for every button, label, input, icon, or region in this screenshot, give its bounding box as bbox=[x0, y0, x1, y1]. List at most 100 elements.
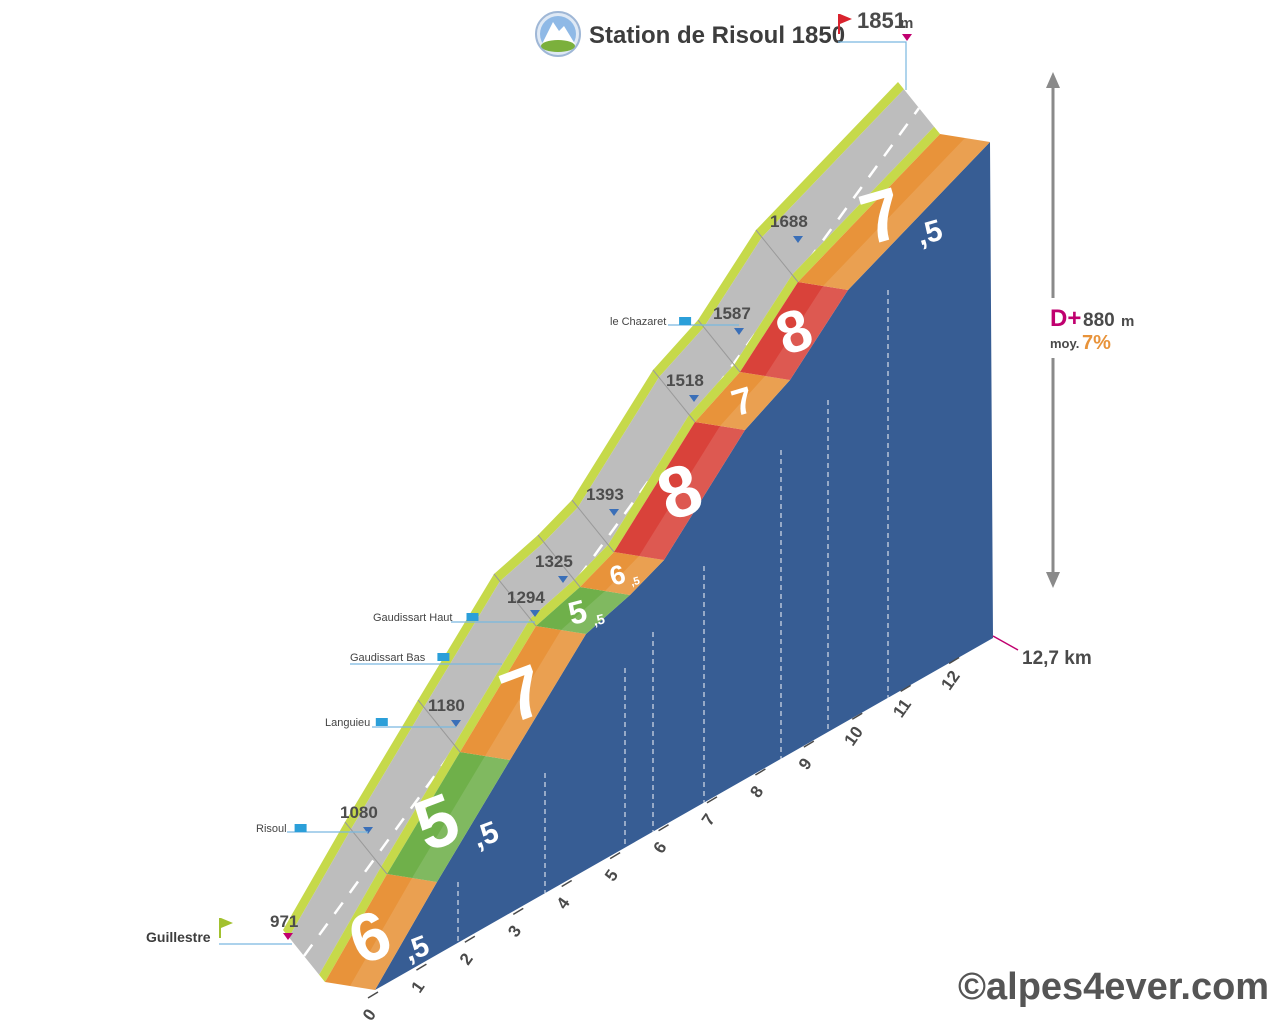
axis-tick bbox=[561, 879, 573, 888]
dplus-unit: m bbox=[1121, 313, 1134, 330]
start-elevation: 971 bbox=[270, 912, 298, 931]
waypoint-elevation: 1294 bbox=[507, 588, 545, 607]
gradient-segment bbox=[798, 134, 990, 290]
waypoint-marker-icon bbox=[689, 395, 699, 402]
start-flag-icon bbox=[219, 918, 233, 938]
dplus-value: 880 bbox=[1083, 310, 1115, 331]
waypoint-name: Languieu bbox=[325, 717, 370, 729]
summit-name: Station de Risoul 1850 bbox=[589, 22, 845, 49]
gradient-segment-shade bbox=[639, 426, 745, 560]
waypoint-name: Gaudissart Haut bbox=[373, 612, 452, 624]
gradient-segment bbox=[536, 587, 630, 634]
road-segment-seams bbox=[344, 229, 799, 875]
road-seam bbox=[493, 573, 537, 627]
waypoint-elevation: 1688 bbox=[770, 212, 808, 231]
waypoint-marker-icon bbox=[530, 610, 540, 617]
waypoint-marker-icon bbox=[734, 328, 744, 335]
axis-tick bbox=[706, 796, 718, 804]
axis-tick bbox=[464, 935, 476, 943]
gain-arrow-up-icon bbox=[1046, 72, 1060, 88]
road-seam bbox=[697, 319, 741, 373]
start-marker: Guillestre 971 bbox=[146, 912, 298, 945]
village-icon bbox=[437, 653, 450, 661]
axis-tick-label: 5 bbox=[601, 866, 622, 885]
axis-tick bbox=[512, 907, 524, 916]
gradient-segment bbox=[387, 752, 510, 882]
axis-tick bbox=[658, 824, 669, 832]
gradient-label-decimal: ,5 bbox=[591, 610, 607, 628]
road-seam bbox=[417, 699, 461, 753]
axis-tick bbox=[803, 740, 815, 748]
avg-label: moy. bbox=[1050, 336, 1079, 351]
summit-header: Station de Risoul 1850 1851 m bbox=[535, 8, 913, 90]
road-seam bbox=[571, 499, 615, 553]
profile-side-wall bbox=[375, 142, 993, 990]
gradient-segment bbox=[580, 552, 664, 595]
village-icon bbox=[466, 613, 479, 621]
axis-tick-label: 0 bbox=[359, 1006, 380, 1024]
gradient-segment-shade bbox=[605, 556, 664, 595]
axis-tick-label: 7 bbox=[698, 810, 719, 829]
copyright-text: ©alpes4ever.com bbox=[958, 966, 1270, 1008]
waypoint-elevation: 1180 bbox=[428, 696, 465, 715]
axis-tick bbox=[948, 656, 960, 665]
waypoint-elevation: 1325 bbox=[535, 552, 573, 571]
start-marker-icon bbox=[283, 933, 293, 940]
waypoint-elevation: 1393 bbox=[586, 485, 624, 504]
waypoint-name: le Chazaret bbox=[610, 316, 666, 328]
waypoint-name: Risoul bbox=[256, 823, 287, 835]
waypoint-marker-icon bbox=[558, 576, 568, 583]
axis-tick-label: 10 bbox=[841, 723, 867, 749]
waypoint-elevation: 1587 bbox=[713, 304, 751, 323]
summit-elevation: 1851 bbox=[857, 8, 906, 33]
gradient-segment bbox=[460, 626, 586, 760]
summit-marker-icon bbox=[902, 34, 912, 41]
summit-flag-icon bbox=[838, 14, 852, 34]
road-seam bbox=[537, 534, 581, 588]
village-icon bbox=[294, 824, 307, 832]
gradient-label-decimal: ,5 bbox=[629, 575, 641, 589]
road-seam bbox=[652, 369, 696, 423]
elevation-gain-block: D+ 880 m moy. 7% bbox=[1040, 72, 1140, 588]
axis-tick-label: 2 bbox=[456, 950, 477, 969]
summit-leader-line bbox=[838, 41, 907, 90]
gradient-segment bbox=[614, 422, 745, 560]
waypoint-marker-icon bbox=[793, 236, 803, 243]
summit-elevation-unit: m bbox=[900, 15, 913, 32]
axis-tick bbox=[851, 712, 863, 720]
km-gridlines bbox=[457, 290, 889, 943]
gradient-segment-shade bbox=[485, 630, 586, 760]
axis-tick-label: 1 bbox=[407, 978, 428, 997]
gain-arrow-down-icon bbox=[1046, 572, 1060, 588]
gradient-segment bbox=[740, 282, 848, 380]
waypoint-marker-icon bbox=[451, 720, 461, 727]
road-seam bbox=[755, 229, 799, 283]
axis-tick bbox=[416, 963, 427, 971]
road-centerline bbox=[302, 107, 921, 957]
gradient-segment-shade bbox=[720, 376, 790, 430]
waypoint-markers: 1080 Risoul 1180 Languieu Gaudissart Bas 1294… bbox=[256, 212, 808, 835]
gradient-segment-shade bbox=[823, 138, 990, 290]
axis-tick-label: 8 bbox=[746, 783, 767, 802]
waypoint-name: Gaudissart Bas bbox=[350, 652, 426, 664]
axis-tick bbox=[367, 991, 379, 999]
village-icon bbox=[375, 718, 388, 726]
road-seam bbox=[344, 821, 388, 875]
axis-tick-label: 11 bbox=[889, 695, 915, 721]
axis-tick-label: 12 bbox=[937, 667, 963, 693]
avg-value: 7% bbox=[1082, 332, 1111, 354]
gradient-segment bbox=[325, 874, 437, 990]
start-name: Guillestre bbox=[146, 929, 211, 945]
waypoint-marker-icon bbox=[609, 509, 619, 516]
waypoint-marker-icon bbox=[363, 827, 373, 834]
village-icon bbox=[679, 317, 692, 325]
gradient-segment-shade bbox=[561, 591, 630, 634]
axis-tick bbox=[900, 684, 912, 693]
axis-tick-label: 9 bbox=[795, 755, 816, 774]
gradient-segment-shade bbox=[412, 756, 510, 882]
axis-tick-label: 6 bbox=[650, 838, 671, 857]
gradient-segment-shade bbox=[350, 878, 437, 990]
axis-tick bbox=[609, 851, 621, 860]
